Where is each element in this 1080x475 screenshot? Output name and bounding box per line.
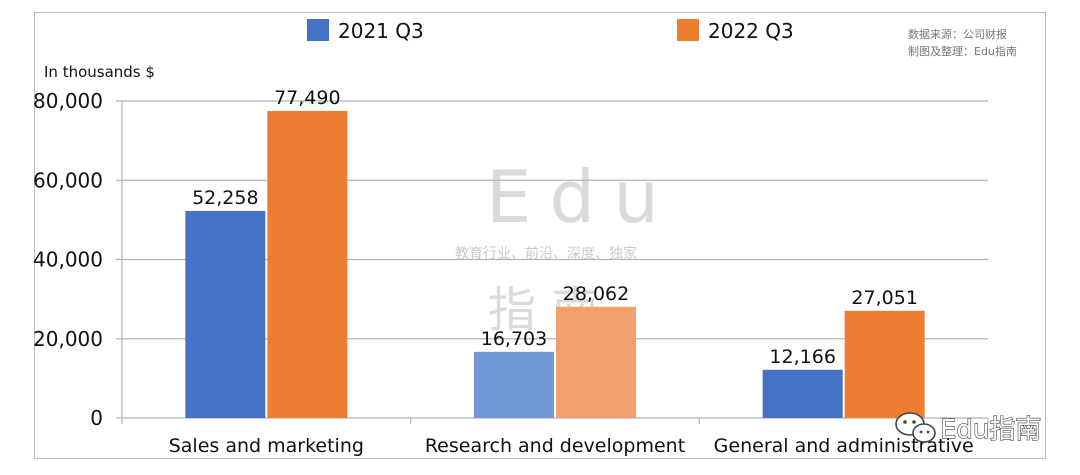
bar-2022-q3 [267,110,348,419]
legend-swatch-2022 [677,19,699,41]
legend: 2021 Q3 2022 Q3 [307,19,794,43]
chart-frame [34,12,1046,459]
y-tick-label: 80,000 [33,89,103,113]
source-note-line2: 制图及整理：Edu指南 [908,44,1017,58]
y-tick-label: 60,000 [33,168,103,192]
bar-2021-q3 [185,210,266,418]
data-label: 77,490 [274,87,340,109]
legend-swatch-2021 [307,19,329,41]
x-tick-label: General and administrative [714,435,974,457]
data-label: 12,166 [769,346,835,368]
data-label: 27,051 [851,287,917,309]
legend-label-2021: 2021 Q3 [338,19,424,43]
y-tick-label: 0 [90,406,103,430]
data-label: 28,062 [563,283,629,305]
bar-2022-q3 [844,310,925,418]
data-labels: 52,258 77,490 16,703 28,062 12,166 27,051 [192,87,918,368]
brand-text: Edu指南 [940,415,1041,445]
watermark-edu: Edu [486,155,677,239]
wechat-icon [895,412,936,443]
legend-label-2022: 2022 Q3 [708,19,794,43]
bar-2021-q3 [474,351,554,418]
x-tick-label: Sales and marketing [169,435,364,457]
x-tick-label: Research and development [425,435,685,457]
data-label: 16,703 [481,328,547,350]
watermark-tagline: 教育行业、前沿、深度、独家 [455,245,637,262]
bar-2021-q3 [762,369,843,418]
y-tick-label: 20,000 [33,327,103,351]
x-axis: Sales and marketing Research and developm… [121,418,989,457]
y-axis: 0 20,000 40,000 60,000 80,000 [33,89,123,430]
unit-label: In thousands $ [44,63,155,81]
brand-mark: Edu指南 [895,412,1042,446]
bars [185,110,925,419]
bar-2022-q3 [556,306,636,418]
data-label: 52,258 [192,187,258,209]
y-tick-label: 40,000 [33,248,103,272]
source-note-line1: 数据来源：公司财报 [908,27,1007,41]
